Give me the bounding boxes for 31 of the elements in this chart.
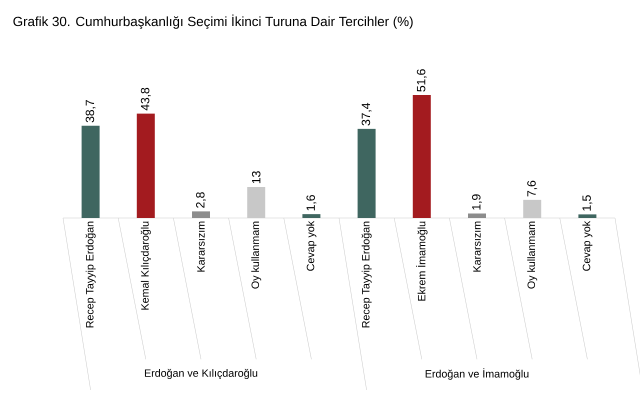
data-label: 1,9 bbox=[472, 194, 482, 210]
bar bbox=[578, 214, 596, 218]
text: Erdoğan ve Kılıçdaroğlu bbox=[144, 368, 258, 380]
data-label: 37,4 bbox=[362, 102, 372, 126]
x-tick-label: Ekrem İmamoğlu bbox=[416, 222, 428, 301]
bar bbox=[136, 114, 155, 218]
bar bbox=[412, 95, 431, 218]
x-tick-label: Cevap yok bbox=[306, 220, 316, 271]
x-tick-label: Recep Tayyip Erdoğan bbox=[362, 222, 372, 328]
x-tick-label: Recep Tayyip Erdoğan bbox=[86, 222, 96, 328]
x-tick-label: Kemal Kılıçdaroğlu bbox=[140, 222, 151, 310]
x-tick-label: Oy kullanmam bbox=[251, 222, 262, 289]
bar bbox=[358, 128, 376, 218]
x-tick-label: Oy kullanmam bbox=[527, 222, 538, 289]
data-label: 1,5 bbox=[582, 195, 592, 211]
x-tick-label: Cevap yok bbox=[582, 220, 592, 271]
bar bbox=[468, 213, 486, 218]
data-label: 13 bbox=[252, 171, 260, 184]
x-tick-label: Kararsızım bbox=[197, 222, 205, 272]
bar bbox=[192, 211, 210, 218]
chart-title: Grafik 30. Cumhurbaşkanlığı Seçimi İkinci Turuna Dair Tercihler (%) bbox=[13, 14, 413, 29]
data-label: 1,6 bbox=[306, 195, 316, 210]
data-label: 43,8 bbox=[140, 88, 151, 110]
bar bbox=[302, 214, 320, 218]
text: Erdoğan ve İmamoğlu bbox=[426, 368, 528, 380]
data-label: 51,6 bbox=[416, 69, 427, 92]
data-label: 38,7 bbox=[86, 100, 96, 122]
bar bbox=[82, 126, 100, 218]
x-tick-label: Kararsızım bbox=[473, 222, 481, 272]
data-label: 2,8 bbox=[196, 192, 206, 208]
data-label: 7,6 bbox=[527, 180, 538, 196]
